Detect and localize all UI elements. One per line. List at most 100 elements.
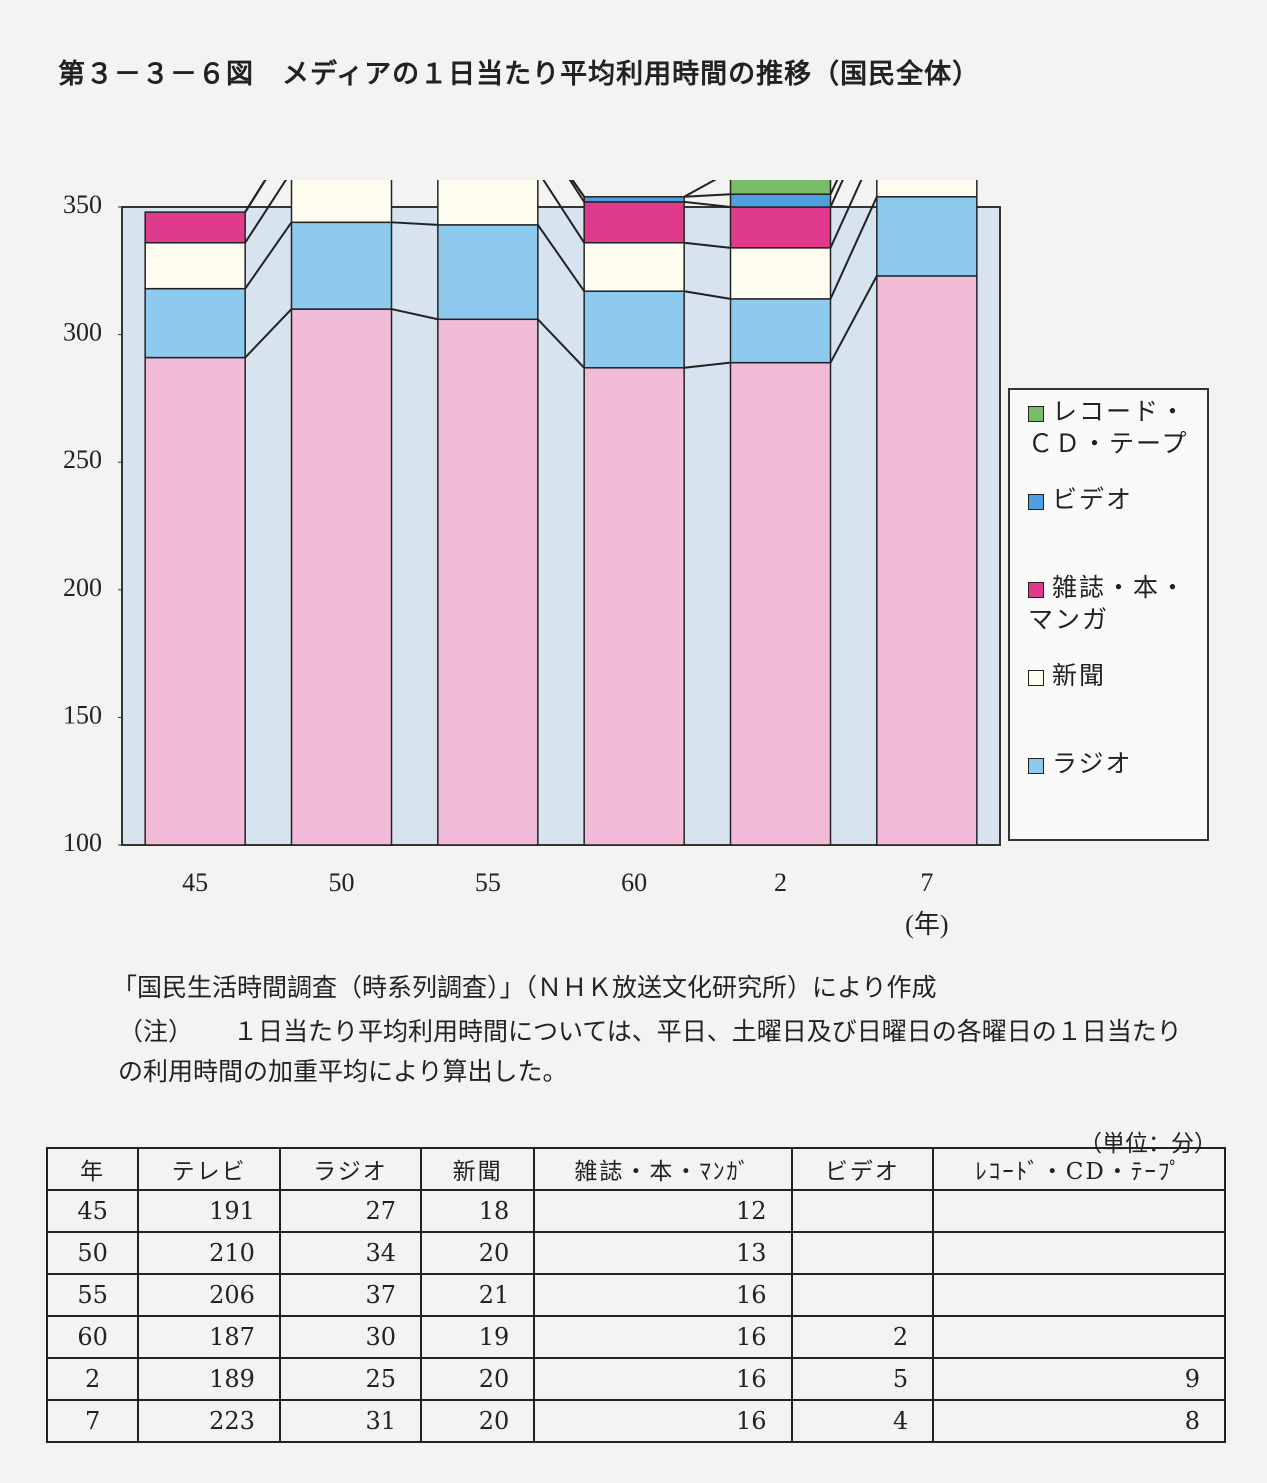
connector bbox=[244, 221, 293, 290]
note-label: （注） bbox=[118, 1017, 194, 1046]
table-cell: 16 bbox=[533, 1399, 793, 1443]
table-row: 55 206 37 21 16 bbox=[45, 1273, 1226, 1317]
bar-segment bbox=[729, 247, 832, 300]
table-cell bbox=[932, 1231, 1226, 1275]
bar-segment bbox=[144, 356, 246, 846]
table-cell: 5 bbox=[790, 1357, 935, 1401]
table-cell bbox=[932, 1273, 1226, 1317]
table-cell: 27 bbox=[278, 1189, 423, 1233]
bar-segment bbox=[729, 193, 832, 208]
bar-segment bbox=[729, 180, 832, 195]
connector bbox=[829, 180, 863, 249]
x-tick-label: 55 bbox=[475, 868, 501, 897]
legend-entry: 雑誌・本・マンガ bbox=[1028, 572, 1203, 636]
table-cell: 8 bbox=[932, 1399, 1226, 1443]
table-cell: 20 bbox=[419, 1357, 536, 1401]
table-cell: 19 bbox=[419, 1315, 536, 1359]
legend: レコード・ＣＤ・テープビデオ雑誌・本・マンガ新聞ラジオ bbox=[1008, 388, 1209, 841]
bar-segment bbox=[144, 211, 246, 244]
table-cell: 191 bbox=[137, 1189, 281, 1233]
table-cell: 新聞 bbox=[419, 1147, 536, 1191]
table-cell: 45 bbox=[45, 1189, 140, 1233]
connector bbox=[537, 224, 585, 292]
connector bbox=[684, 290, 731, 300]
table-cell: 13 bbox=[533, 1231, 793, 1275]
table-cell: 34 bbox=[278, 1231, 423, 1275]
legend-entry: レコード・ＣＤ・テープ bbox=[1028, 396, 1203, 460]
legend-label: ラジオ bbox=[1052, 749, 1133, 778]
connector bbox=[244, 308, 293, 359]
data-table: 年テレビ ラジオ 新聞 雑誌・本・ﾏﾝｶﾞ ビデオ ﾚｺｰﾄﾞ・CD・ﾃｰﾌﾟ 45 191 2… bbox=[45, 1147, 1226, 1443]
x-tick-label: 60 bbox=[621, 868, 647, 897]
bar-segment bbox=[144, 241, 246, 290]
legend-entry: 新聞 bbox=[1028, 660, 1203, 692]
connector bbox=[537, 318, 585, 369]
table-row: 年テレビ ラジオ 新聞 雑誌・本・ﾏﾝｶﾞ ビデオ ﾚｺｰﾄﾞ・CD・ﾃｰﾌﾟ bbox=[45, 1147, 1226, 1191]
bar-segment bbox=[876, 275, 978, 846]
connector bbox=[684, 200, 731, 208]
x-tick-label: 7 bbox=[920, 868, 933, 897]
legend-entry: ビデオ bbox=[1028, 484, 1203, 516]
bar-segment bbox=[729, 361, 832, 846]
connector bbox=[829, 196, 878, 300]
legend-swatch bbox=[1028, 669, 1044, 686]
table-cell: ラジオ bbox=[278, 1147, 423, 1191]
bar-segment bbox=[437, 180, 539, 226]
table-cell: 4 bbox=[790, 1399, 935, 1443]
table-cell: 223 bbox=[137, 1399, 281, 1443]
table-cell: 210 bbox=[137, 1231, 281, 1275]
table-row: 2 189 25 20 16 5 9 bbox=[45, 1357, 1226, 1401]
legend-label: レコード・ＣＤ・テープ bbox=[1028, 397, 1189, 458]
table-cell: 25 bbox=[278, 1357, 423, 1401]
legend-swatch bbox=[1028, 581, 1044, 598]
table-cell bbox=[790, 1189, 935, 1233]
y-tick-label: 150 bbox=[63, 700, 102, 729]
bar-segment bbox=[583, 201, 685, 244]
table-cell bbox=[790, 1273, 935, 1317]
source: 「国民生活時間調査（時系列調査）」（ＮＨＫ放送文化研究所）により作成 bbox=[112, 973, 937, 1002]
bar-segment bbox=[729, 206, 832, 249]
table-cell: 18 bbox=[419, 1189, 536, 1233]
table-cell: 16 bbox=[533, 1357, 793, 1401]
legend-swatch bbox=[1028, 493, 1044, 510]
table-cell: 12 bbox=[533, 1189, 793, 1233]
legend-entry: ラジオ bbox=[1028, 748, 1203, 780]
table-cell: 雑誌・本・ﾏﾝｶﾞ bbox=[533, 1147, 793, 1191]
connector bbox=[829, 180, 844, 208]
y-tick-label: 250 bbox=[63, 445, 102, 474]
table-cell: 9 bbox=[932, 1357, 1226, 1401]
legend-swatch bbox=[1028, 405, 1044, 422]
table-cell: 7 bbox=[45, 1399, 140, 1443]
table-row: 60 187 30 19 16 2 bbox=[45, 1315, 1226, 1359]
table-cell: 16 bbox=[533, 1273, 793, 1317]
table-cell bbox=[932, 1315, 1226, 1359]
table-cell: 年 bbox=[45, 1147, 140, 1191]
connector bbox=[391, 221, 438, 226]
connector bbox=[542, 180, 586, 244]
legend-label: ビデオ bbox=[1052, 485, 1134, 514]
table-row: 7 223 31 20 16 4 8 bbox=[45, 1399, 1226, 1443]
bar-segment bbox=[583, 367, 685, 846]
table-cell: 20 bbox=[419, 1399, 536, 1443]
table-cell: 189 bbox=[137, 1357, 281, 1401]
table-cell: 55 bbox=[45, 1273, 140, 1317]
table-cell: 2 bbox=[45, 1357, 140, 1401]
table-cell: 37 bbox=[278, 1273, 423, 1317]
table-cell: ﾚｺｰﾄﾞ・CD・ﾃｰﾌﾟ bbox=[932, 1147, 1226, 1191]
connector bbox=[244, 180, 288, 244]
bar-segment bbox=[583, 290, 685, 369]
connector bbox=[684, 193, 731, 198]
table-cell: ビデオ bbox=[790, 1147, 935, 1191]
table-cell: 16 bbox=[533, 1315, 793, 1359]
table-cell: 187 bbox=[137, 1315, 281, 1359]
table-cell: 31 bbox=[278, 1399, 423, 1443]
bar-segment bbox=[583, 196, 685, 203]
y-tick-label: 300 bbox=[63, 318, 102, 347]
legend-label: 新聞 bbox=[1052, 661, 1107, 690]
chart: 100 150 200 250 300 350 45 50 55 60 2 7 (年) bbox=[63, 180, 1001, 939]
bar-segment bbox=[876, 180, 978, 198]
connector bbox=[568, 180, 586, 203]
bar-segment bbox=[437, 224, 539, 321]
title: 第３－３－６図 メディアの１日当たり平均利用時間の推移（国民全体） bbox=[58, 59, 981, 90]
